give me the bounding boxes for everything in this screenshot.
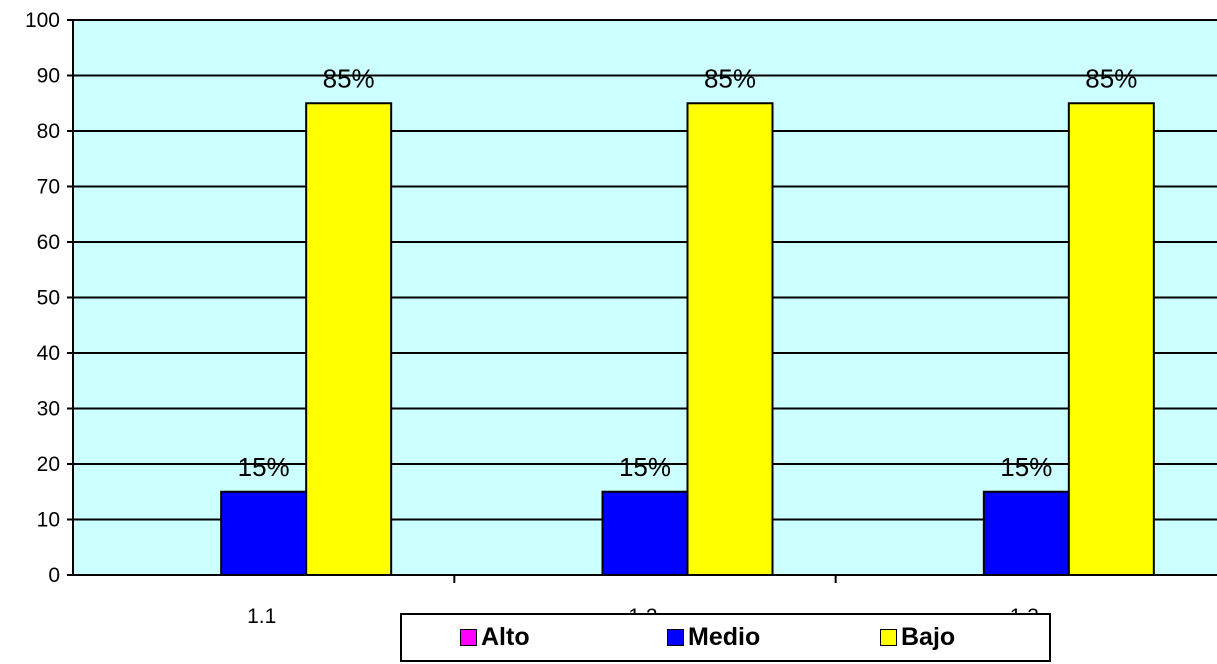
bar-bajo-1.3 xyxy=(1067,102,1155,576)
data-label-bajo-1.2: 85% xyxy=(704,63,756,93)
y-tick-label: 100 xyxy=(25,9,60,32)
bar-medio-1.2 xyxy=(601,490,689,576)
legend-swatch-bajo xyxy=(880,629,897,646)
y-tick-label: 50 xyxy=(37,287,60,310)
legend-item-medio: Medio xyxy=(667,615,760,660)
y-tick-labels: 0 10 20 30 40 50 60 70 80 90 100 xyxy=(25,9,60,587)
y-tick-label: 70 xyxy=(37,176,60,199)
legend-swatch-alto xyxy=(460,629,477,646)
y-tick-label: 90 xyxy=(37,65,60,88)
legend-label-bajo: Bajo xyxy=(901,623,956,651)
legend-swatch-medio xyxy=(667,629,684,646)
data-label-bajo-1.3: 85% xyxy=(1085,63,1137,93)
data-label-medio-1.3: 15% xyxy=(1000,452,1052,482)
y-tick-label: 20 xyxy=(37,453,60,476)
x-tick-label: 1.1 xyxy=(247,605,276,628)
data-label-medio-1.2: 15% xyxy=(619,452,671,482)
axes xyxy=(67,19,1217,583)
legend-label-medio: Medio xyxy=(688,623,761,651)
data-label-bajo-1.1: 85% xyxy=(323,63,375,93)
bar-bajo-1.1 xyxy=(305,102,393,576)
legend-item-alto: Alto xyxy=(460,615,530,660)
legend: Alto Medio Bajo xyxy=(400,613,1051,662)
bar-bajo-1.2 xyxy=(686,102,774,576)
y-tick-label: 40 xyxy=(37,342,60,365)
legend-item-bajo: Bajo xyxy=(880,615,955,660)
y-tick-label: 0 xyxy=(48,564,60,587)
data-label-medio-1.1: 15% xyxy=(238,452,290,482)
bar-medio-1.1 xyxy=(220,490,308,576)
gridlines xyxy=(73,19,1217,521)
y-tick-label: 30 xyxy=(37,398,60,421)
legend-label-alto: Alto xyxy=(481,623,530,651)
y-tick-label: 60 xyxy=(37,231,60,254)
bar-medio-1.3 xyxy=(982,490,1070,576)
y-tick-label: 80 xyxy=(37,120,60,143)
y-tick-label: 10 xyxy=(37,509,60,532)
data-labels: 15% 85% 15% 85% 15% 85% xyxy=(238,63,1138,482)
